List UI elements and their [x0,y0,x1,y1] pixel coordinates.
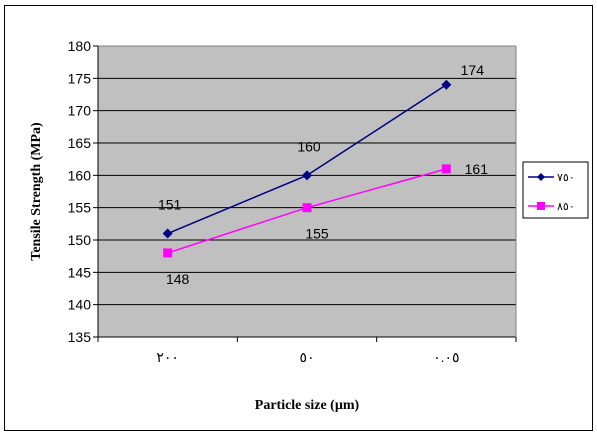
data-point-square [163,248,173,258]
legend-marker-diamond [537,173,545,181]
x-axis-ticks: ٢٠٠ ٥٠ ٠.٠٥ [97,337,517,365]
series-layer [162,79,452,258]
data-point-diamond [162,228,173,239]
data-label: 160 [297,138,321,154]
data-label: 155 [305,226,329,242]
legend-label: ٧٥٠ [557,171,575,184]
plot-area [98,46,516,337]
y-tick-label: 180 [68,38,92,54]
legend-marker-square [537,202,545,210]
y-tick-label: 170 [68,103,92,119]
data-labels: 151 160 174 148 155 161 [158,62,488,287]
y-axis-title: Tensile Strength (MPa) [29,122,44,261]
legend-label: ٨٥٠ [557,200,575,213]
y-tick-label: 140 [68,297,92,313]
y-tick-label: 150 [68,232,92,248]
x-tick-label: ٠.٠٥ [433,349,459,365]
data-label: 151 [158,197,182,213]
y-tick-label: 155 [68,200,92,216]
y-tick-label: 165 [68,135,92,151]
legend: ٧٥٠ ٨٥٠ [522,161,589,219]
y-tick-label: 135 [68,329,92,345]
y-tick-label: 160 [68,167,92,183]
data-point-diamond [441,79,452,90]
data-point-diamond [302,170,312,181]
legend-box [522,161,589,219]
axes [97,45,517,338]
x-axis-title: Particle size (µm) [255,398,360,413]
x-tick-label: ٢٠٠ [156,349,179,365]
data-label: 174 [461,62,485,78]
y-tick-label: 175 [68,70,92,86]
y-tick-label: 145 [68,264,92,280]
data-label: 148 [166,271,190,287]
x-tick-label: ٥٠ [299,349,314,365]
data-label: 161 [465,161,489,177]
data-point-square [302,203,312,213]
data-point-square [441,164,451,174]
y-axis-ticks: 135 140 145 150 155 160 165 170 175 180 [68,38,98,345]
